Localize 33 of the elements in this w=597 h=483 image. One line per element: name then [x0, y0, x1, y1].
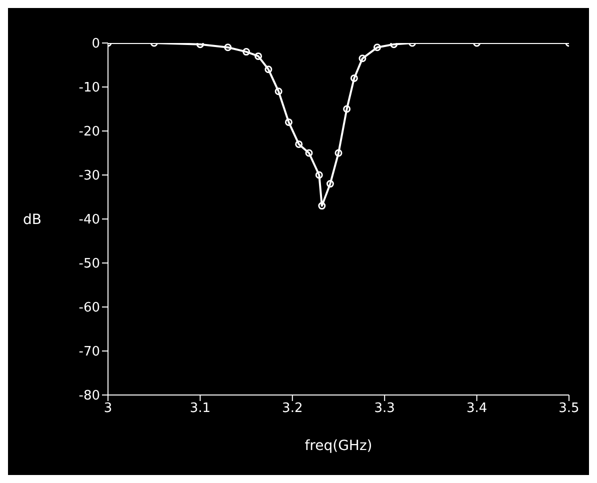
point [274, 88, 282, 96]
point [315, 171, 323, 179]
x-tick-label: 3.1 [190, 401, 211, 416]
y-tick-label: -50 [78, 256, 100, 272]
y-tick-label: -70 [78, 344, 100, 360]
y-tick-label: 0 [92, 36, 100, 52]
x-tick-label: 3.2 [282, 401, 303, 416]
y-tick-label: -60 [78, 300, 100, 316]
y-tick-label: -20 [78, 124, 100, 140]
point [334, 149, 342, 157]
x-tick-label: 3.4 [466, 401, 488, 416]
y-tick-label: -40 [78, 212, 100, 228]
y-tick-label: -30 [78, 168, 100, 184]
y-tick-label: -80 [78, 388, 100, 404]
point [224, 44, 232, 52]
x-tick-label: 3 [104, 401, 112, 416]
point [358, 54, 366, 62]
y-tick-label: -10 [78, 80, 100, 96]
x-tick-label: 3.3 [374, 401, 395, 416]
point [350, 74, 358, 82]
point [264, 66, 272, 74]
point [305, 149, 313, 157]
point [318, 202, 326, 210]
point [373, 44, 381, 52]
x-axis-title: freq(GHz) [304, 438, 372, 454]
point [343, 105, 351, 113]
point [254, 52, 262, 60]
point [284, 118, 292, 126]
point [326, 180, 334, 188]
y-axis-title: dB [23, 212, 42, 228]
x-tick-label: 3.5 [558, 401, 580, 416]
point [295, 140, 303, 148]
point [242, 48, 250, 56]
